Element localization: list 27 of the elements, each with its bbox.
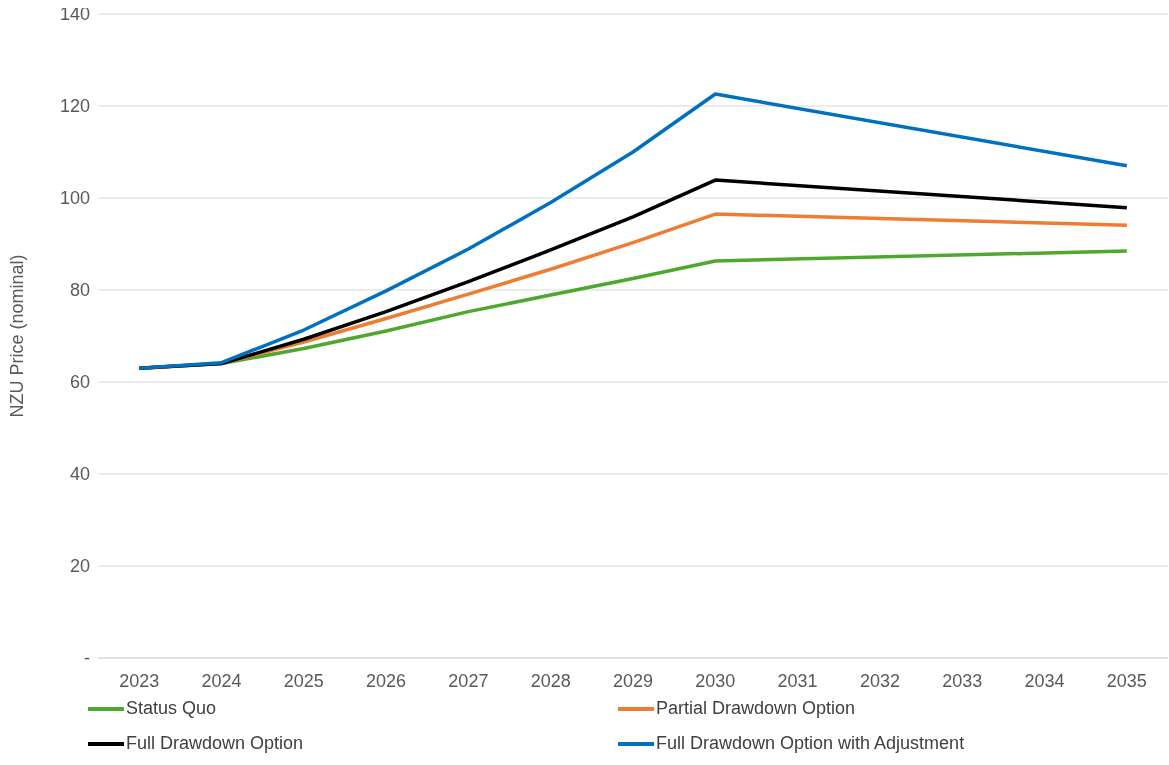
x-tick-label: 2029 bbox=[612, 670, 654, 691]
y-tick-label: - bbox=[84, 648, 90, 669]
x-tick-label: 2035 bbox=[1106, 670, 1147, 691]
y-tick-label: 40 bbox=[69, 464, 90, 485]
x-tick-label: 2026 bbox=[366, 670, 407, 691]
x-tick-label: 2025 bbox=[283, 670, 324, 691]
y-tick-label: 100 bbox=[59, 188, 90, 209]
x-tick-label: 2023 bbox=[119, 670, 160, 691]
y-tick-label: 140 bbox=[59, 4, 90, 25]
legend-label: Status Quo bbox=[126, 698, 217, 719]
line-series bbox=[137, 92, 1129, 370]
y-tick-label: 80 bbox=[69, 280, 90, 301]
legend-label: Full Drawdown Option with Adjustment bbox=[656, 733, 965, 754]
x-tick-label: 2034 bbox=[1024, 670, 1065, 691]
legend-label: Full Drawdown Option bbox=[126, 733, 304, 754]
x-tick-label: 2030 bbox=[695, 670, 736, 691]
x-tick-label: 2028 bbox=[530, 670, 571, 691]
x-tick-label: 2024 bbox=[201, 670, 242, 691]
x-tick-label: 2027 bbox=[448, 670, 489, 691]
y-tick-label: 120 bbox=[59, 96, 90, 117]
y-tick-label: 60 bbox=[69, 372, 90, 393]
x-tick-label: 2031 bbox=[777, 670, 818, 691]
x-tick-label: 2032 bbox=[859, 670, 900, 691]
x-tick-label: 2033 bbox=[942, 670, 983, 691]
y-tick-label: 20 bbox=[69, 556, 90, 577]
y-axis-title: NZU Price (nominal) bbox=[7, 254, 28, 418]
legend-label: Partial Drawdown Option bbox=[656, 698, 856, 719]
